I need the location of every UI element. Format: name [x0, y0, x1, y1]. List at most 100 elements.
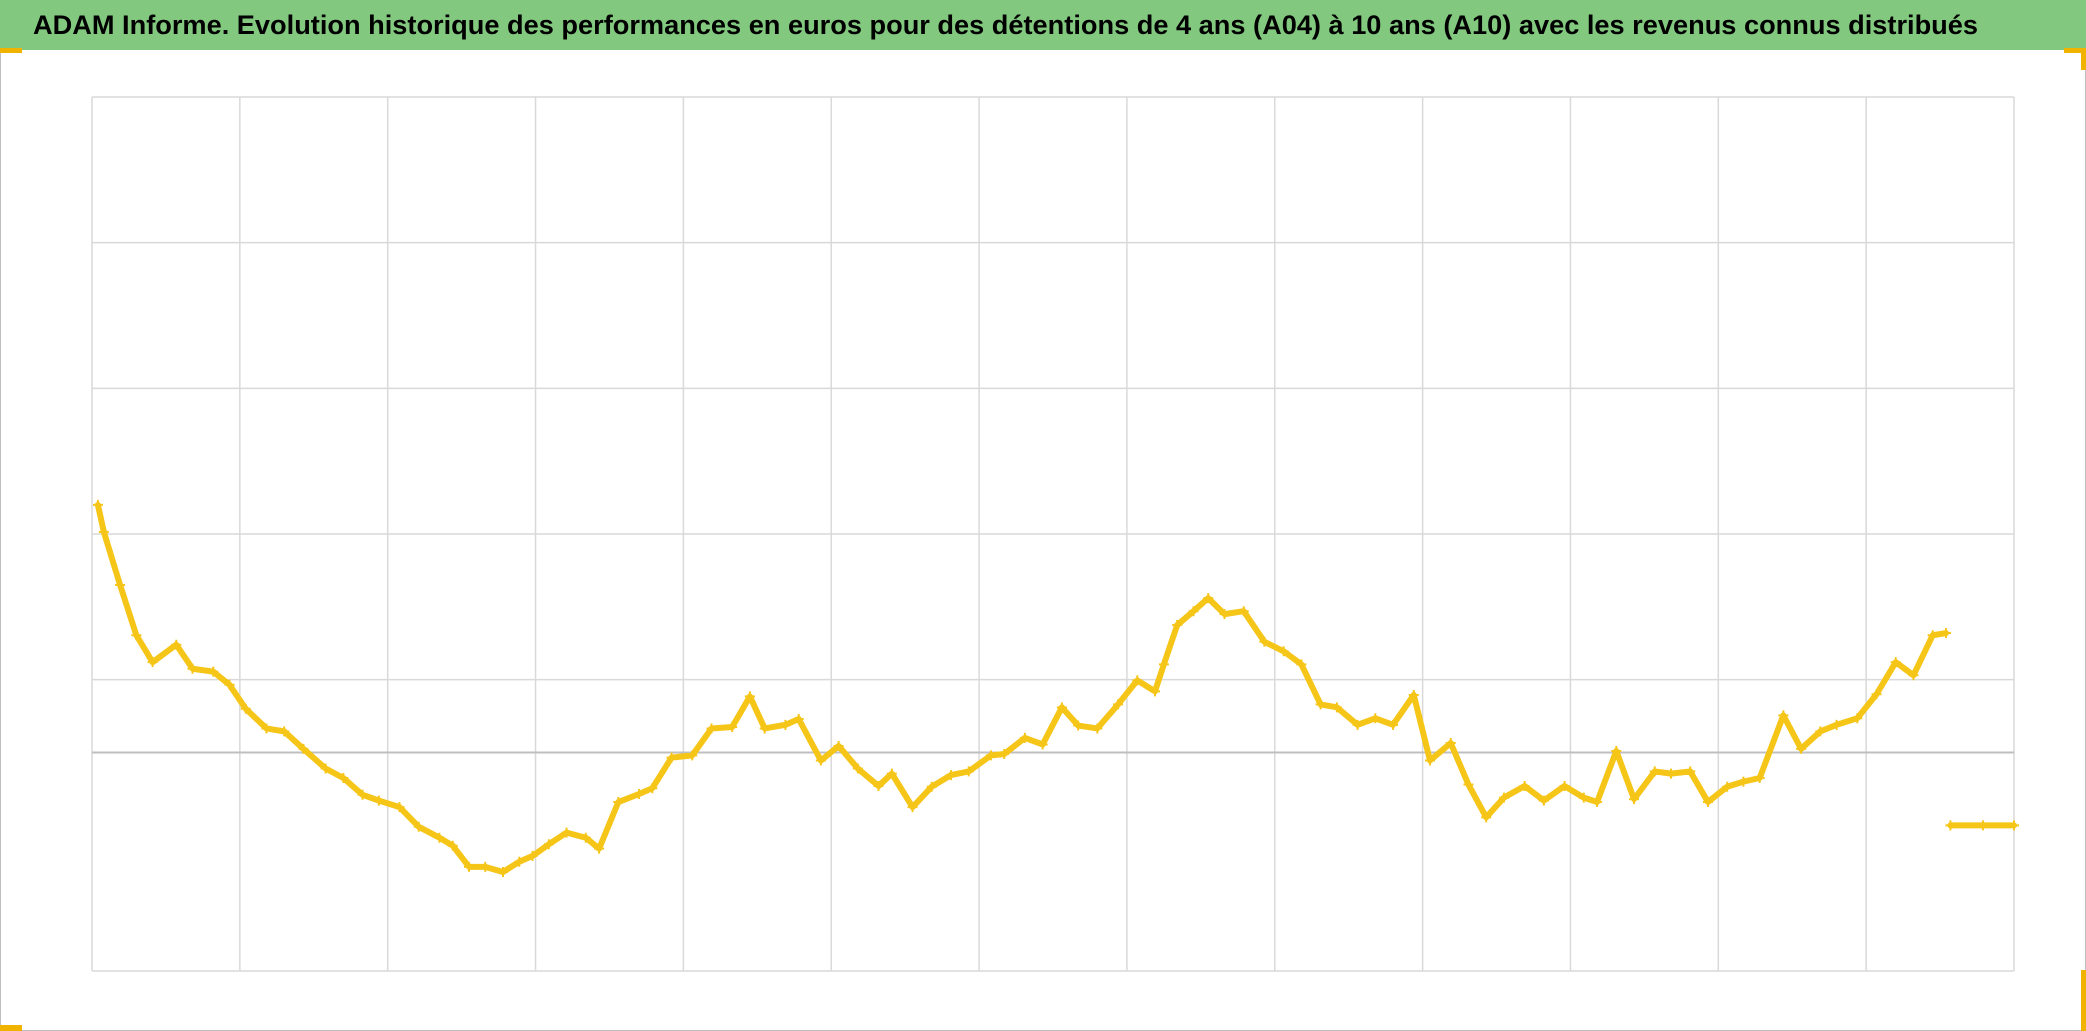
data-point [1702, 797, 1713, 808]
data-point [224, 679, 235, 690]
data-point [1778, 710, 1789, 721]
corner-handle [2081, 48, 2086, 70]
data-point [634, 789, 645, 800]
chart-title: ADAM Informe. Evolution historique des p… [33, 10, 1978, 40]
data-point [464, 861, 475, 872]
data-point [498, 866, 509, 877]
data-point [1559, 781, 1570, 792]
data-point [744, 691, 755, 702]
data-point [527, 850, 538, 861]
data-point [1940, 628, 1951, 639]
data-point [279, 726, 290, 737]
data-point [2009, 820, 2019, 831]
data-point [706, 723, 717, 734]
corner-handle [2081, 970, 2086, 1031]
data-point [1649, 766, 1660, 777]
data-point [413, 821, 424, 832]
data-point [815, 755, 826, 766]
data-point [963, 766, 974, 777]
data-point [852, 763, 863, 774]
data-point [1738, 776, 1749, 787]
data-point [338, 772, 349, 783]
data-point [1132, 675, 1143, 686]
data-point [208, 666, 219, 677]
data-point [1113, 699, 1124, 710]
data-point [320, 763, 331, 774]
data-point [1815, 726, 1826, 737]
corner-handles [0, 48, 2086, 1031]
data-point [1331, 702, 1342, 713]
data-point [1927, 630, 1938, 641]
data-point [1481, 812, 1492, 823]
corner-handle [2064, 48, 2086, 53]
data-point [98, 526, 109, 537]
data-point [373, 795, 384, 806]
data-point [480, 861, 491, 872]
data-point [1831, 719, 1842, 730]
data-point [873, 781, 884, 792]
data-point [1259, 636, 1270, 647]
data-point [985, 750, 996, 761]
data-point [833, 740, 844, 751]
data-point [147, 657, 158, 668]
data-line [94, 501, 1949, 875]
data-point [1796, 743, 1807, 754]
data-point [434, 832, 445, 843]
data-point [759, 723, 770, 734]
data-point [514, 856, 525, 867]
data-point [1498, 792, 1509, 803]
data-point [1315, 699, 1326, 710]
data-point [1370, 713, 1381, 724]
data-point [115, 579, 126, 590]
data-point [1172, 620, 1183, 631]
data-point [1238, 606, 1249, 617]
data-point [1945, 820, 1956, 831]
data-point [1037, 739, 1048, 750]
data-point [1056, 702, 1067, 713]
data-point [357, 789, 368, 800]
corner-handle [0, 48, 22, 53]
data-point [1685, 766, 1696, 777]
data-point [727, 722, 738, 733]
data-point [394, 802, 405, 813]
data-point [1445, 738, 1456, 749]
data-point [1908, 670, 1919, 681]
data-point [613, 797, 624, 808]
data-point [999, 748, 1010, 759]
data-point [1219, 609, 1230, 620]
data-point [1388, 719, 1399, 730]
data-point [780, 719, 791, 730]
data-point [1296, 659, 1307, 670]
data-point [1722, 781, 1733, 792]
plot-area [92, 499, 2019, 877]
data-point [1463, 779, 1474, 790]
data-point [886, 768, 897, 779]
data-point [594, 843, 605, 854]
data-point [647, 783, 658, 794]
data-point [240, 703, 251, 714]
data-point [687, 750, 698, 761]
title-bar [0, 0, 2086, 50]
data-point [1538, 795, 1549, 806]
data-point [1629, 794, 1640, 805]
data-point [1519, 781, 1530, 792]
data-point [1852, 713, 1863, 724]
data-point [1425, 755, 1436, 766]
data-point [1611, 746, 1622, 757]
data-point [1150, 686, 1161, 697]
data-point [561, 827, 572, 838]
data-point [1890, 657, 1901, 668]
data-point [580, 832, 591, 843]
data-point [666, 752, 677, 763]
corner-handle [0, 1025, 22, 1031]
data-point [543, 839, 554, 850]
data-point [447, 840, 458, 851]
grid [91, 96, 2015, 972]
data-point [92, 499, 103, 510]
data-point [1092, 723, 1103, 734]
data-point [1977, 820, 1988, 831]
data-point [1352, 719, 1363, 730]
